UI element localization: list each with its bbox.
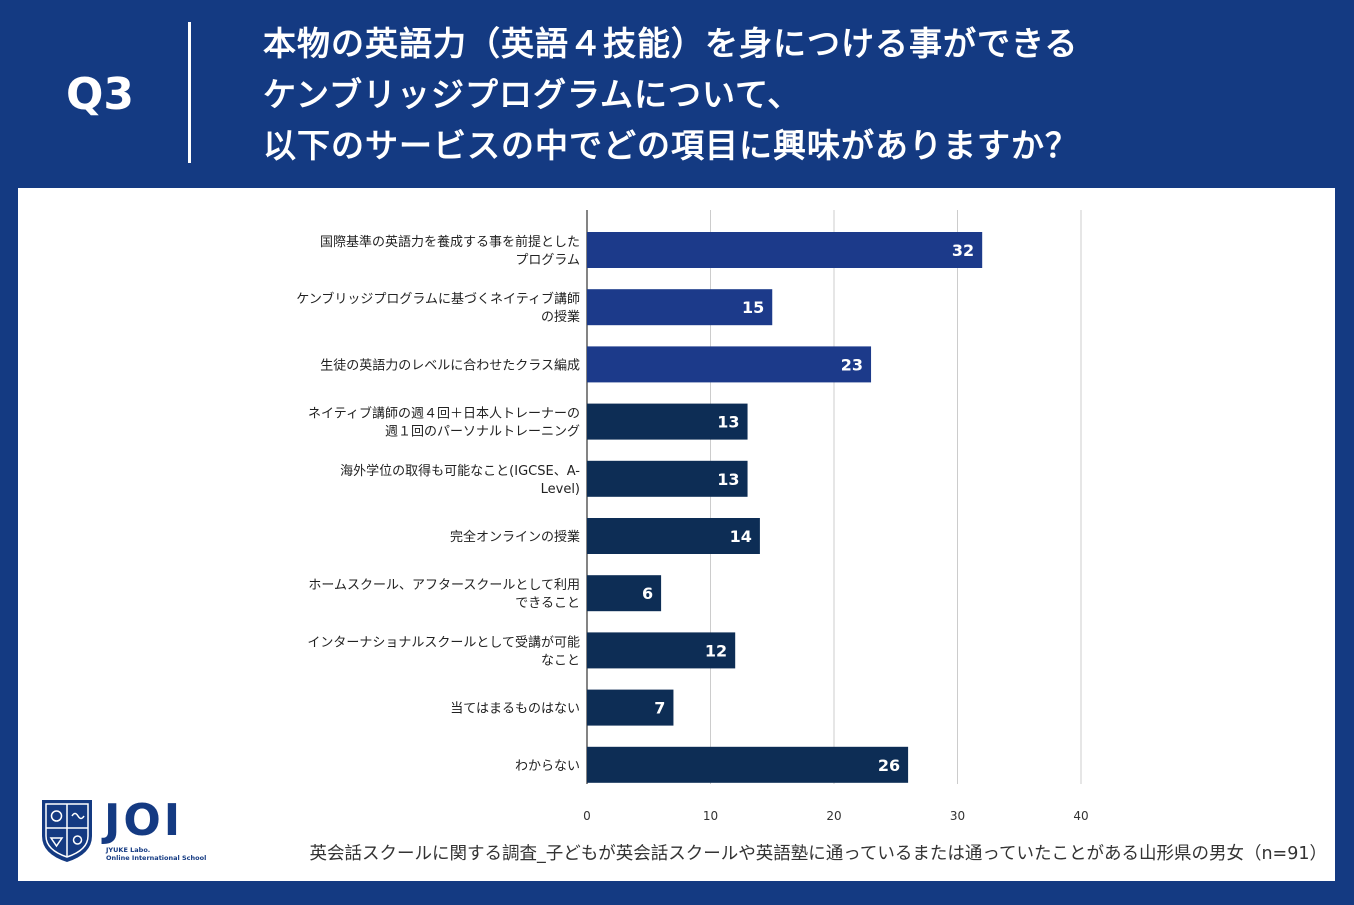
category-label: 海外学位の取得も可能なこと(IGCSE、A- Level) — [340, 463, 580, 497]
bar-value-label: 32 — [952, 241, 974, 260]
category-label-line: できること — [515, 596, 580, 611]
category-label-line: ケンブリッジプログラムに基づくネイティブ講師 — [296, 291, 580, 307]
bar — [587, 746, 909, 783]
category-label-line: 週１回のパーソナルトレーニング — [385, 425, 580, 440]
category-label-line: なこと — [541, 653, 580, 668]
question-title-line-2: ケンブリッジプログラムについて、 — [263, 75, 802, 114]
bar — [587, 518, 760, 554]
category-label: 生徒の英語力のレベルに合わせたクラス編成 — [320, 357, 580, 373]
bar — [587, 632, 736, 669]
category-label: ケンブリッジプログラムに基づくネイティブ講師の授業 — [296, 291, 580, 325]
bar — [587, 346, 872, 383]
bar-value-label: 13 — [717, 470, 739, 489]
category-label-line: の授業 — [541, 309, 580, 325]
bar-value-label: 13 — [717, 413, 739, 432]
category-label: インターナショナルスクールとして受講が可能なこと — [307, 634, 580, 668]
x-tick-label: 0 — [583, 809, 591, 823]
category-label-line: ネイティブ講師の週４回＋日本人トレーナーの — [308, 406, 580, 422]
bar-value-label: 6 — [642, 584, 653, 603]
category-label-line: Level) — [541, 482, 580, 497]
header-divider — [188, 22, 191, 163]
bar-value-label: 15 — [742, 298, 764, 317]
category-label-line: 国際基準の英語力を養成する事を前提とした — [320, 234, 580, 250]
x-tick-label: 40 — [1073, 809, 1088, 823]
bar-value-label: 26 — [878, 756, 900, 775]
bar-value-label: 14 — [730, 527, 752, 546]
x-tick-label: 10 — [703, 809, 718, 823]
category-label-line: 当てはまるものはない — [450, 702, 580, 717]
logo-subtitle-2: Online International School — [106, 854, 207, 862]
bar-value-label: 23 — [841, 355, 863, 374]
bar — [587, 289, 773, 326]
crest-icon — [42, 800, 92, 862]
category-label-line: ホームスクール、アフタースクールとして利用 — [308, 578, 580, 593]
bar — [587, 460, 748, 497]
survey-footnote: 英会話スクールに関する調査_子どもが英会話スクールや英語塾に通っているまたは通っ… — [309, 844, 1327, 864]
x-tick-label: 30 — [950, 809, 965, 823]
category-label: ホームスクール、アフタースクールとして利用できること — [308, 578, 580, 611]
logo-text: JOI — [104, 795, 184, 846]
bar — [587, 575, 662, 612]
x-tick-label: 20 — [826, 809, 841, 823]
category-label: わからない — [515, 759, 580, 774]
chart-panel: 0 10 20 30 40 32 国際基準の英語力を養成する事を前提としたプログラム 15 ケン… — [18, 188, 1335, 881]
category-label: 国際基準の英語力を養成する事を前提としたプログラム — [320, 234, 580, 268]
question-title-line-3: 以下のサービスの中でどの項目に興味がありますか？ — [263, 126, 1079, 165]
bar — [587, 689, 674, 726]
category-label-line: プログラム — [515, 253, 580, 268]
category-label: ネイティブ講師の週４回＋日本人トレーナーの週１回のパーソナルトレーニング — [308, 406, 580, 440]
bar-value-label: 7 — [654, 699, 665, 718]
category-label: 当てはまるものはない — [450, 702, 580, 717]
joi-logo: JOI JYUKE Labo. Online International Sch… — [38, 796, 218, 868]
logo-subtitle-1: JYUKE Labo. — [106, 846, 151, 854]
category-label-line: 生徒の英語力のレベルに合わせたクラス編成 — [320, 357, 580, 373]
bar — [587, 403, 748, 440]
question-label: Q3 — [66, 69, 135, 120]
bar-value-label: 12 — [705, 641, 727, 660]
header: Q3 本物の英語力（英語４技能）を身につける事ができる ケンブリッジプログラムに… — [0, 0, 1354, 188]
question-title-line-1: 本物の英語力（英語４技能）を身につける事ができる — [263, 24, 1079, 63]
category-label-line: わからない — [515, 759, 580, 774]
category-label-line: 海外学位の取得も可能なこと(IGCSE、A- — [340, 463, 580, 479]
bar-chart: 0 10 20 30 40 32 国際基準の英語力を養成する事を前提としたプログラム 15 ケン… — [296, 210, 1089, 823]
bar — [587, 232, 983, 268]
category-label-line: 完全オンラインの授業 — [450, 529, 580, 545]
category-label-line: インターナショナルスクールとして受講が可能 — [307, 634, 580, 650]
question-title: 本物の英語力（英語４技能）を身につける事ができる ケンブリッジプログラムについて… — [263, 18, 1333, 171]
category-label: 完全オンラインの授業 — [450, 529, 580, 545]
